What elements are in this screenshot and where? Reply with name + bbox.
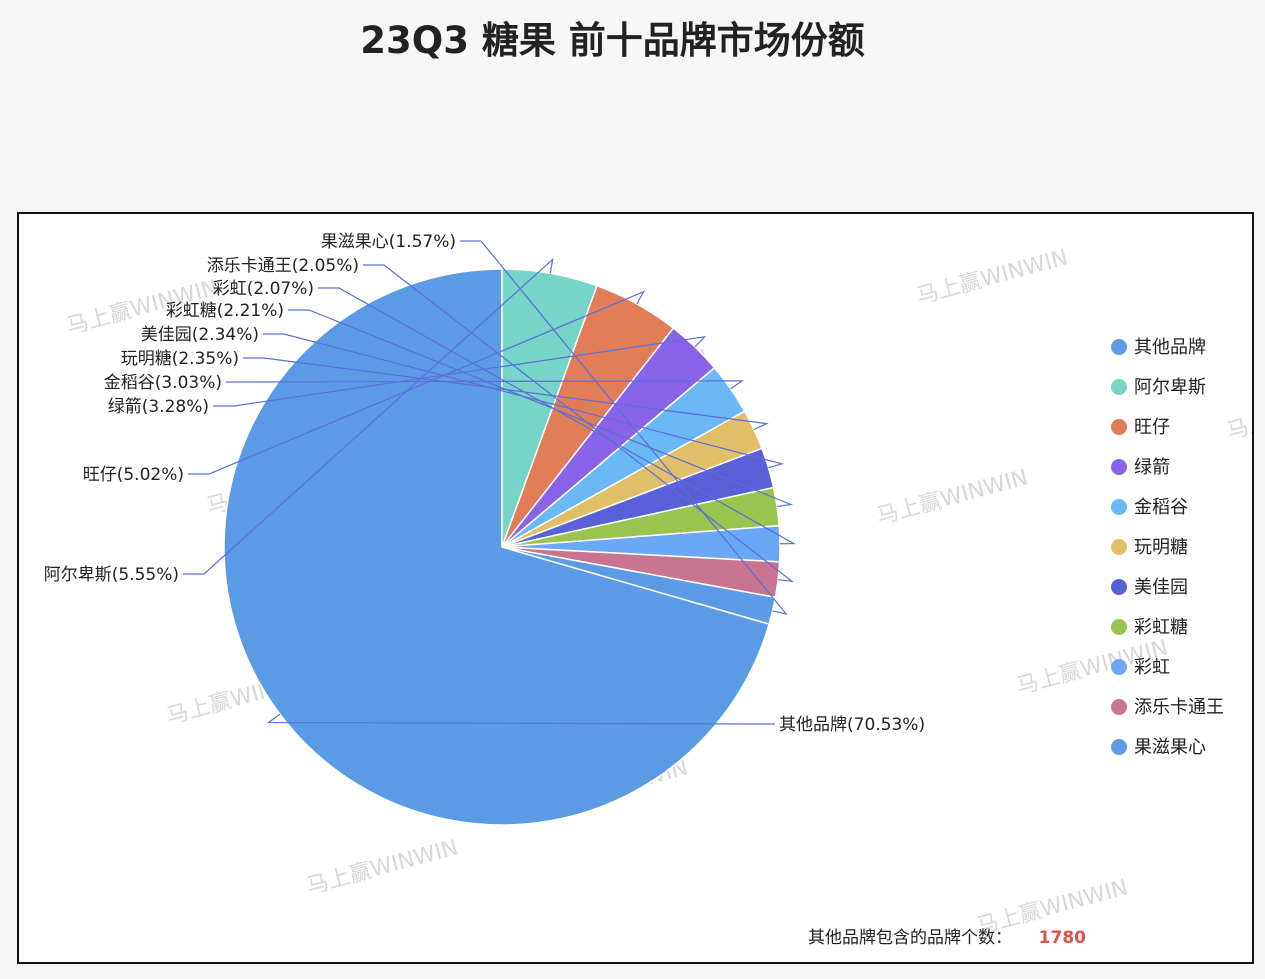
- legend-item[interactable]: 果滋果心: [1111, 737, 1206, 758]
- legend-marker: [1111, 659, 1127, 675]
- slice-label: 彩虹糖(2.21%): [166, 301, 284, 321]
- legend-item[interactable]: 旺仔: [1111, 417, 1170, 438]
- legend-marker: [1111, 699, 1127, 715]
- watermark-text: 马上赢WINWIN: [914, 245, 1071, 309]
- leader-line: [243, 357, 769, 431]
- legend-label: 阿尔卑斯: [1134, 377, 1206, 398]
- legend-item[interactable]: 彩虹糖: [1111, 617, 1188, 638]
- legend-label: 彩虹糖: [1134, 617, 1188, 638]
- slice-label: 阿尔卑斯(5.55%): [44, 565, 179, 585]
- legend-marker: [1111, 539, 1127, 555]
- chart-panel: 马上赢WINWIN 马上赢WINWIN 马上赢WINWIN 马上赢WINWIN 马上赢W…: [17, 212, 1254, 964]
- pie-slice[interactable]: [223, 268, 771, 826]
- slice-label: 绿箭(3.28%): [108, 397, 209, 417]
- leader-line: [460, 240, 788, 615]
- legend-label: 绿箭: [1134, 457, 1170, 478]
- footer-count: 1780: [1038, 928, 1086, 948]
- slice-labels: 其他品牌(70.53%) 阿尔卑斯(5.55%) 旺仔(5.02%) 绿箭(3.28%…: [44, 232, 925, 735]
- legend-item[interactable]: 阿尔卑斯: [1111, 377, 1206, 398]
- legend-marker: [1111, 419, 1127, 435]
- legend-item[interactable]: 其他品牌: [1111, 337, 1206, 358]
- leader-line: [183, 257, 554, 575]
- legend-label: 添乐卡通王: [1134, 697, 1224, 718]
- slice-label: 金稻谷(3.03%): [104, 373, 222, 393]
- legend-item[interactable]: 玩明糖: [1111, 537, 1188, 558]
- legend-label: 果滋果心: [1134, 737, 1206, 758]
- legend-marker: [1111, 379, 1127, 395]
- watermark-text: 马上赢WINWIN: [304, 835, 461, 899]
- leader-line: [318, 287, 797, 545]
- legend-label: 其他品牌: [1134, 337, 1206, 358]
- slice-label: 其他品牌(70.53%): [779, 715, 925, 735]
- leader-line: [226, 380, 745, 390]
- leader-line: [363, 264, 795, 583]
- pie-slice[interactable]: [501, 546, 777, 625]
- slice-label: 果滋果心(1.57%): [321, 232, 456, 252]
- page-title: 23Q3 糖果 前十品牌市场份额: [360, 19, 865, 62]
- leader-line: [266, 713, 775, 725]
- slice-label: 玩明糖(2.35%): [121, 349, 239, 369]
- leader-line: [263, 333, 785, 469]
- leader-line: [213, 335, 707, 407]
- slice-label: 彩虹(2.07%): [213, 279, 314, 299]
- legend-label: 玩明糖: [1134, 537, 1188, 558]
- pie-slices: [223, 268, 781, 826]
- watermark-text: 马上赢WINWIN: [874, 465, 1031, 529]
- legend-label: 金稻谷: [1134, 497, 1188, 518]
- slice-label: 美佳园(2.34%): [141, 325, 259, 345]
- legend-item[interactable]: 金稻谷: [1111, 497, 1188, 518]
- legend-label: 旺仔: [1134, 417, 1170, 438]
- slice-label: 添乐卡通王(2.05%): [207, 256, 359, 276]
- legend-marker: [1111, 459, 1127, 475]
- legend-item[interactable]: 美佳园: [1111, 577, 1188, 598]
- legend-marker: [1111, 739, 1127, 755]
- leader-line: [288, 309, 794, 508]
- legend-item[interactable]: 彩虹: [1111, 657, 1170, 678]
- watermark-text: 马上赢WINWIN: [1224, 380, 1252, 444]
- legend-item[interactable]: 添乐卡通王: [1111, 697, 1224, 718]
- legend-item[interactable]: 绿箭: [1111, 457, 1170, 478]
- legend-marker: [1111, 579, 1127, 595]
- legend-marker: [1111, 499, 1127, 515]
- legend-label: 美佳园: [1134, 577, 1188, 598]
- legend-label: 彩虹: [1134, 657, 1170, 678]
- slice-label: 旺仔(5.02%): [83, 465, 184, 485]
- legend-marker: [1111, 339, 1127, 355]
- leader-line: [188, 290, 646, 475]
- footer-note: 其他品牌包含的品牌个数：: [808, 928, 1012, 948]
- legend-marker: [1111, 619, 1127, 635]
